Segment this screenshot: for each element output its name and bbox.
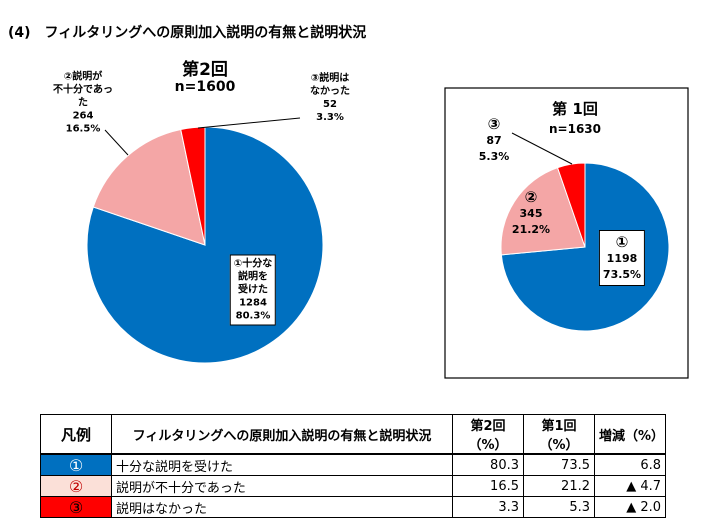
slice-label: ①十分な 説明を 受けた 1284 80.3%: [229, 254, 277, 326]
frame: [444, 87, 689, 379]
th: 第1回（%）: [523, 414, 595, 455]
table: 凡例 フィルタリングへの原則加入説明の有無と説明状況 第2回（%） 第1回（%）…: [40, 414, 666, 518]
slice-count: 1284: [239, 297, 267, 309]
leader-line: [197, 117, 301, 129]
slice-percent: 80.3%: [235, 310, 271, 322]
slice-name: ②: [524, 188, 538, 206]
slice-count: 87: [486, 134, 502, 147]
th: 第2回（%）: [452, 414, 524, 455]
slice-name: ①: [615, 233, 629, 251]
table-cell: ①: [40, 453, 112, 476]
table-cell: 説明が不十分であった: [111, 475, 453, 497]
table-cell: ▲ 2.0: [594, 496, 666, 518]
slice-count: 264: [72, 110, 94, 122]
slice-name: ②説明が 不十分であっ た: [53, 71, 113, 109]
slice-label: ② 345 21.2%: [512, 188, 550, 238]
slice-label: ① 1198 73.5%: [598, 230, 646, 286]
slice-name: ①十分な 説明を 受けた: [233, 258, 273, 296]
slice-label: ③説明は なかった 52 3.3%: [310, 72, 350, 124]
th: 凡例: [40, 414, 112, 455]
slice-label: ③ 87 5.3%: [479, 115, 510, 165]
slice-count: 345: [519, 207, 543, 220]
table-row: ② 説明が不十分であった 16.5 21.2 ▲ 4.7: [40, 475, 666, 497]
slice-name: ③説明は なかった: [310, 73, 350, 97]
table-cell: ②: [40, 475, 112, 497]
header-number: (4): [8, 25, 31, 41]
table-row: ① 十分な説明を受けた 80.3 73.5 6.8: [40, 453, 666, 476]
header-title: フィルタリングへの原則加入説明の有無と説明状況: [44, 25, 367, 41]
table-cell: 3.3: [452, 496, 524, 518]
slice-label: ②説明が 不十分であっ た 264 16.5%: [53, 71, 113, 136]
th: フィルタリングへの原則加入説明の有無と説明状況: [111, 414, 453, 455]
chart-title: 第2回: [182, 60, 228, 80]
pie-slice: [500, 166, 586, 256]
slice-percent: 5.3%: [478, 150, 510, 163]
chart-title: 第 1回: [552, 100, 598, 118]
table-cell: 21.2: [523, 475, 595, 497]
slice-percent: 16.5%: [65, 123, 101, 135]
leader-line: [511, 132, 573, 165]
slice-count: 52: [323, 99, 337, 110]
chart-subtitle: n=1630: [549, 122, 601, 136]
table-cell: 73.5: [523, 453, 595, 476]
table-cell: ③: [40, 496, 112, 518]
table-cell: 16.5: [452, 475, 524, 497]
slice-name: ③: [487, 115, 501, 133]
slice-percent: 21.2%: [511, 223, 551, 236]
header: (4) フィルタリングへの原則加入説明の有無と説明状況: [8, 22, 366, 42]
slice-percent: 73.5%: [602, 268, 642, 281]
slice-count: 1198: [606, 252, 638, 265]
leader-line: [104, 129, 129, 156]
table-cell: 80.3: [452, 453, 524, 476]
table-cell: 十分な説明を受けた: [111, 453, 453, 476]
pie-slice: [92, 128, 206, 246]
table-cell: ▲ 4.7: [594, 475, 666, 497]
table-cell: 説明はなかった: [111, 496, 453, 518]
pie-slice: [556, 162, 586, 248]
chart-subtitle: n=1600: [174, 79, 236, 95]
table-cell: 5.3: [523, 496, 595, 518]
slice-percent: 3.3%: [316, 112, 344, 123]
table-row: ③ 説明はなかった 3.3 5.3 ▲ 2.0: [40, 496, 666, 518]
table-cell: 6.8: [594, 453, 666, 476]
th: 増減（%）: [594, 414, 666, 455]
